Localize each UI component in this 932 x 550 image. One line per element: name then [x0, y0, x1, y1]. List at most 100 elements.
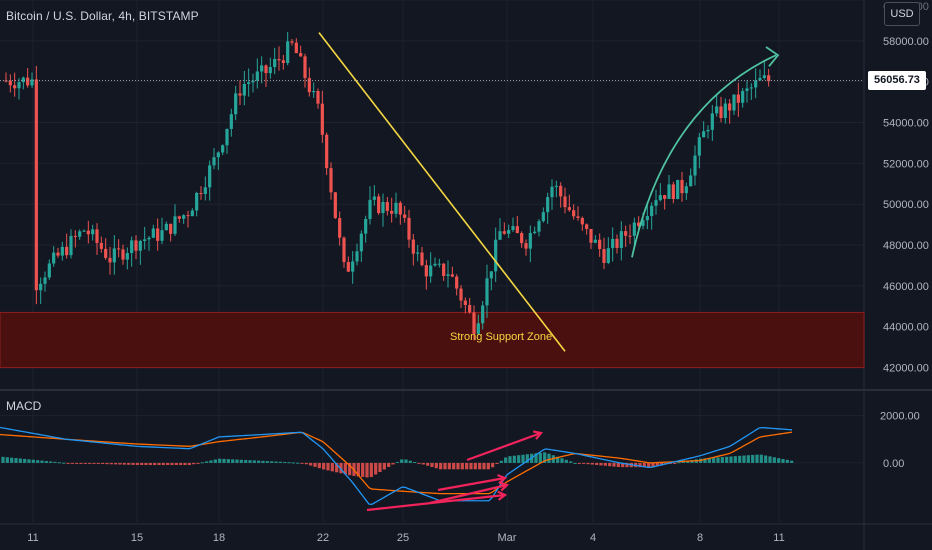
candle-body[interactable] [312, 90, 316, 93]
candle-body[interactable] [286, 41, 290, 64]
candle-body[interactable] [138, 241, 142, 251]
candle-body[interactable] [30, 79, 34, 86]
candle-body[interactable] [433, 263, 437, 266]
candle-body[interactable] [160, 230, 164, 241]
candle-body[interactable] [658, 195, 662, 201]
candle-body[interactable] [264, 65, 268, 74]
candle-body[interactable] [299, 53, 303, 57]
candle-body[interactable] [121, 249, 125, 260]
candle-body[interactable] [719, 106, 723, 118]
candle-body[interactable] [697, 137, 701, 156]
candle-body[interactable] [580, 217, 584, 225]
candle-body[interactable] [515, 226, 519, 234]
candle-body[interactable] [73, 235, 77, 237]
candle-body[interactable] [585, 224, 589, 229]
candle-body[interactable] [234, 93, 238, 115]
candle-body[interactable] [671, 184, 675, 200]
candle-body[interactable] [394, 202, 398, 214]
candle-body[interactable] [199, 193, 203, 195]
candle-body[interactable] [680, 179, 684, 194]
candle-body[interactable] [320, 103, 324, 135]
candle-body[interactable] [26, 77, 30, 86]
candle-body[interactable] [104, 248, 108, 258]
candle-body[interactable] [195, 193, 199, 211]
candle-body[interactable] [398, 202, 402, 215]
candle-body[interactable] [641, 220, 645, 226]
candle-body[interactable] [21, 77, 25, 83]
candle-body[interactable] [368, 199, 372, 220]
candle-body[interactable] [589, 228, 593, 243]
candle-body[interactable] [689, 175, 693, 187]
candle-body[interactable] [472, 312, 476, 334]
candle-body[interactable] [329, 168, 333, 193]
candle-body[interactable] [342, 237, 346, 263]
candle-body[interactable] [208, 165, 212, 188]
candle-body[interactable] [446, 274, 450, 276]
candle-body[interactable] [247, 82, 251, 84]
projection-arc[interactable] [631, 54, 777, 258]
candle-body[interactable] [762, 75, 766, 78]
candle-body[interactable] [78, 231, 82, 237]
candle-body[interactable] [619, 231, 623, 248]
candle-body[interactable] [385, 201, 389, 211]
candle-body[interactable] [593, 239, 597, 243]
candle-body[interactable] [260, 65, 264, 72]
candle-body[interactable] [242, 83, 246, 96]
candle-body[interactable] [502, 231, 506, 234]
candle-body[interactable] [485, 278, 489, 306]
candle-body[interactable] [221, 145, 225, 153]
candle-body[interactable] [567, 207, 571, 211]
candle-body[interactable] [528, 233, 532, 249]
candle-body[interactable] [563, 196, 567, 208]
candle-body[interactable] [216, 152, 220, 158]
candle-body[interactable] [498, 231, 502, 240]
candle-body[interactable] [143, 239, 147, 242]
candle-body[interactable] [550, 186, 554, 198]
candle-body[interactable] [117, 248, 121, 250]
candle-body[interactable] [281, 60, 285, 64]
candle-body[interactable] [60, 246, 64, 256]
candle-body[interactable] [676, 179, 680, 200]
candle-body[interactable] [481, 305, 485, 324]
candle-body[interactable] [325, 134, 329, 169]
candle-body[interactable] [13, 85, 17, 89]
candle-body[interactable] [663, 195, 667, 199]
candle-body[interactable] [749, 87, 753, 89]
candle-body[interactable] [134, 240, 138, 251]
time-axis[interactable]: 11 15 18 22 25 Mar 4 8 11 [27, 532, 784, 544]
candle-body[interactable] [411, 239, 415, 254]
candle-body[interactable] [82, 230, 86, 232]
candle-body[interactable] [91, 229, 95, 235]
candle-body[interactable] [524, 243, 528, 249]
candle-body[interactable] [511, 226, 515, 230]
candle-body[interactable] [645, 216, 649, 221]
candle-body[interactable] [273, 59, 277, 68]
candle-body[interactable] [533, 231, 537, 234]
candle-body[interactable] [390, 210, 394, 214]
candle-body[interactable] [572, 210, 576, 217]
candle-body[interactable] [190, 210, 194, 217]
candle-body[interactable] [429, 265, 433, 277]
macd-line[interactable] [0, 426, 793, 505]
candle-body[interactable] [754, 80, 758, 88]
candle-body[interactable] [416, 252, 420, 254]
candle-body[interactable] [130, 240, 134, 254]
candle-body[interactable] [667, 184, 671, 199]
candle-body[interactable] [606, 248, 610, 263]
candle-body[interactable] [39, 283, 43, 291]
candle-body[interactable] [177, 216, 181, 219]
candle-body[interactable] [56, 252, 60, 256]
macd-pane[interactable] [0, 426, 794, 505]
candle-body[interactable] [225, 128, 229, 146]
candle-body[interactable] [268, 67, 272, 74]
candle-body[interactable] [541, 212, 545, 222]
candle-body[interactable] [437, 263, 441, 265]
candle-body[interactable] [637, 222, 641, 226]
candle-body[interactable] [424, 265, 428, 277]
candle-body[interactable] [147, 237, 151, 240]
candle-body[interactable] [420, 252, 424, 266]
candle-body[interactable] [333, 192, 337, 219]
candle-body[interactable] [186, 215, 190, 217]
candle-body[interactable] [108, 257, 112, 263]
